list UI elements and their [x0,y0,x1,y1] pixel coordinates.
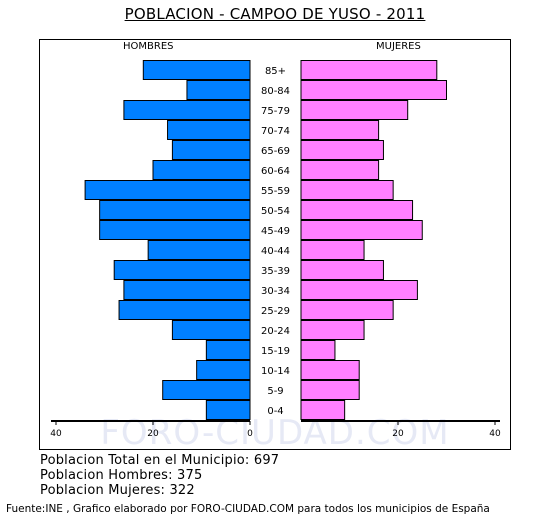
age-label-5-9: 5-9 [267,386,283,397]
age-label-80-84: 80-84 [261,86,290,97]
bar-hombres-25-29 [118,300,251,320]
age-label-45-49: 45-49 [261,226,290,237]
bar-mujeres-5-9 [300,380,360,400]
population-pyramid: 85+ 80-84 75-79 70-74 65-69 60-64 55-59 50-54 45… [50,60,501,439]
bar-hombres-35-39 [113,260,251,280]
bar-mujeres-15-19 [300,340,336,360]
bar-hombres-5-9 [162,380,251,400]
bar-hombres-50-54 [99,200,251,220]
bar-mujeres-80-84 [300,80,447,100]
mujeres-bars [300,60,447,420]
bar-mujeres-70-74 [300,120,380,140]
age-label-10-14: 10-14 [261,366,290,377]
bar-hombres-30-34 [123,280,251,300]
bar-mujeres-60-64 [300,160,380,180]
bar-mujeres-25-29 [300,300,394,320]
age-label-0-4: 0-4 [267,406,283,417]
bar-mujeres-55-59 [300,180,394,200]
legend-mujeres: MUJERES [376,41,421,52]
bar-hombres-60-64 [152,160,251,180]
age-label-70-74: 70-74 [261,126,290,137]
x-ticks: 40 20 0 20 40 [50,421,501,439]
bar-hombres-65-69 [171,140,251,160]
bar-hombres-15-19 [205,340,251,360]
bar-hombres-80-84 [186,80,251,100]
bar-mujeres-50-54 [300,200,414,220]
age-label-15-19: 15-19 [261,346,290,357]
hombres-bars [84,60,251,420]
summary-total: Poblacion Total en el Municipio: 697 [40,453,280,468]
bar-hombres-70-74 [167,120,251,140]
tick-label-1: 20 [147,429,159,439]
summary-mujeres: Poblacion Mujeres: 322 [40,483,195,498]
bar-mujeres-30-34 [300,280,418,300]
tick-label-2: 0 [247,429,253,439]
age-label-85+: 85+ [265,66,286,77]
legend-hombres: HOMBRES [123,41,174,52]
bar-mujeres-20-24 [300,320,365,340]
chart-frame [39,39,511,450]
bar-mujeres-45-49 [300,220,423,240]
bar-mujeres-75-79 [300,100,409,120]
age-label-50-54: 50-54 [261,206,290,217]
bar-hombres-55-59 [84,180,251,200]
bar-hombres-45-49 [99,220,251,240]
bar-mujeres-10-14 [300,360,360,380]
bar-hombres-0-4 [205,400,251,420]
source-footer: Fuente:INE , Grafico elaborado por FORO-… [6,503,490,515]
tick-label-3: 20 [392,429,404,439]
tick-label-0: 40 [50,429,62,439]
chart-title: POBLACION - CAMPOO DE YUSO - 2011 [124,5,426,23]
bar-mujeres-85+ [300,60,438,80]
summary-hombres: Poblacion Hombres: 375 [40,468,203,483]
bar-mujeres-65-69 [300,140,384,160]
bar-hombres-40-44 [147,240,251,260]
age-label-30-34: 30-34 [261,286,290,297]
age-label-20-24: 20-24 [261,326,290,337]
age-label-65-69: 65-69 [261,146,290,157]
age-label-75-79: 75-79 [261,106,290,117]
bar-hombres-75-79 [123,100,251,120]
bar-mujeres-40-44 [300,240,365,260]
age-label-40-44: 40-44 [261,246,290,257]
bar-mujeres-0-4 [300,400,346,420]
age-label-55-59: 55-59 [261,186,290,197]
age-labels: 85+ 80-84 75-79 70-74 65-69 60-64 55-59 50-54 45… [261,66,290,417]
age-label-60-64: 60-64 [261,166,290,177]
bar-mujeres-35-39 [300,260,384,280]
age-label-35-39: 35-39 [261,266,290,277]
age-label-25-29: 25-29 [261,306,290,317]
tick-label-4: 40 [489,429,501,439]
bar-hombres-20-24 [171,320,251,340]
bar-hombres-85+ [142,60,251,80]
bar-hombres-10-14 [196,360,251,380]
